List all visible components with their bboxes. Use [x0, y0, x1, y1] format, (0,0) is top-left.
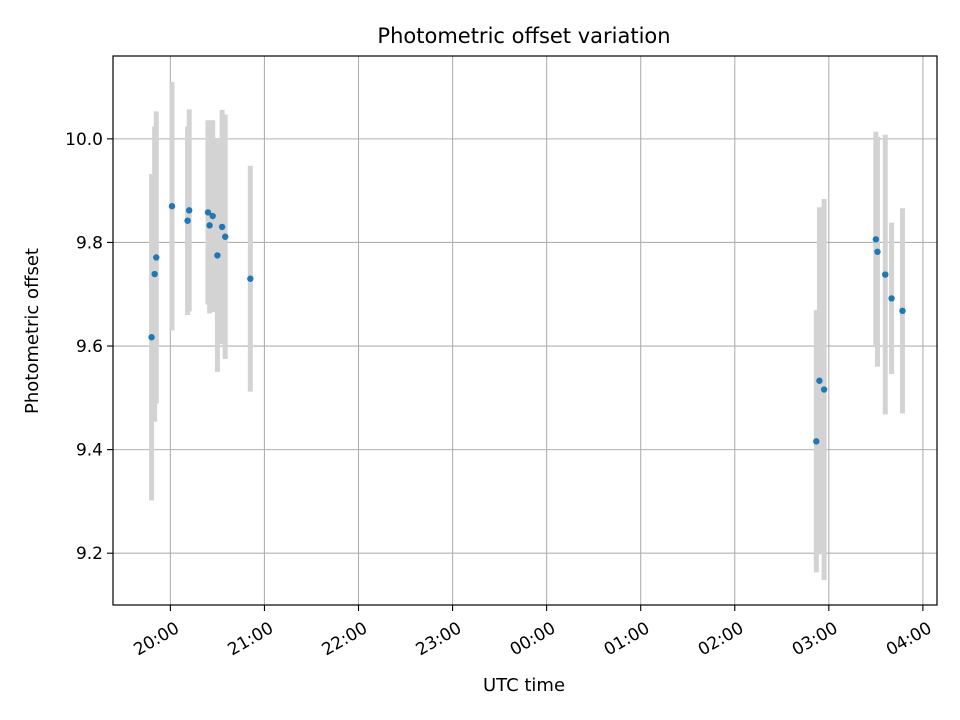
- data-point: [813, 438, 820, 445]
- data-point: [151, 270, 158, 278]
- data-point: [874, 248, 881, 255]
- data-point: [185, 207, 193, 214]
- data-point: [247, 275, 254, 282]
- y-tick-label: 9.4: [76, 441, 103, 461]
- data-point: [218, 223, 226, 231]
- data-point: [184, 217, 191, 224]
- data-point: [222, 233, 229, 240]
- data-point: [872, 236, 880, 243]
- chart-title: Photometric offset variation: [377, 24, 670, 48]
- y-tick-label: 10.0: [65, 130, 103, 150]
- data-point: [899, 307, 906, 315]
- data-point: [204, 209, 212, 216]
- data-point: [882, 271, 889, 278]
- y-tick-label: 9.6: [76, 337, 103, 357]
- data-point: [168, 202, 176, 210]
- x-axis-label: UTC time: [483, 675, 565, 696]
- data-point: [820, 386, 828, 393]
- data-point: [214, 252, 221, 259]
- data-point: [153, 254, 160, 261]
- data-points: [148, 202, 906, 445]
- data-point: [888, 295, 895, 302]
- y-axis-label: Photometric offset: [22, 248, 43, 414]
- y-tick-label: 9.2: [76, 544, 103, 564]
- data-point: [148, 334, 155, 341]
- plot-frame: [112, 55, 938, 606]
- data-point: [206, 222, 213, 229]
- y-tick-label: 9.8: [76, 233, 103, 253]
- data-point: [209, 212, 216, 220]
- data-point: [816, 377, 823, 384]
- grid-lines: [113, 56, 937, 605]
